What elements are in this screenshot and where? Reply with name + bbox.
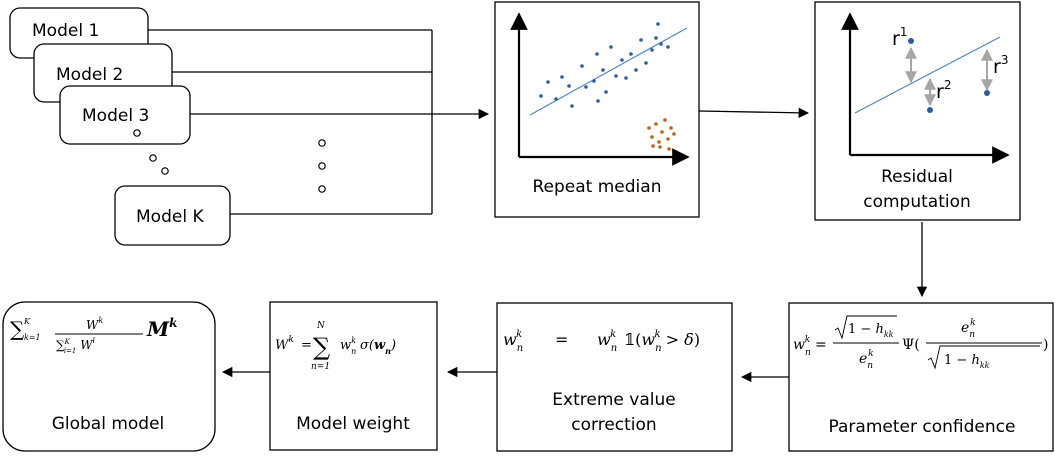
parameter-confidence-label: Parameter confidence	[829, 417, 1016, 437]
svg-text:∑: ∑	[10, 317, 25, 341]
svg-text:1 − hkk: 1 − hkk	[848, 322, 894, 339]
svg-text:1 − hkk: 1 − hkk	[944, 353, 990, 370]
model-connectors	[148, 29, 490, 215]
model-k-label: Model K	[136, 207, 204, 227]
residual-axes	[841, 12, 1010, 164]
svg-text:N: N	[316, 321, 326, 331]
global-model-formula: ∑ K k=1 Wk ∑K i=1 Wi Mk	[10, 316, 177, 355]
svg-text:∑: ∑	[313, 333, 330, 361]
svg-text:wnk: wnk	[503, 329, 523, 354]
residual-box: r1 r2 r3 Residual computation	[814, 1, 1021, 221]
svg-text:wnk: wnk	[597, 329, 617, 354]
model-weight-box: Wk = N ∑ n=1 wnk σ(wn) Model weight	[269, 301, 438, 451]
svg-text:=: =	[555, 330, 568, 349]
svg-text:n=1: n=1	[311, 362, 330, 372]
svg-text:wnk: wnk	[340, 336, 356, 356]
arrow-to-residual	[698, 107, 810, 119]
model-3-label: Model 3	[82, 106, 149, 126]
residual-label-line2: computation	[863, 192, 971, 212]
residual-points	[908, 38, 990, 113]
inlier-points	[539, 22, 670, 108]
svg-text:enk: enk	[961, 318, 976, 340]
extreme-value-label-line1: Extreme value	[552, 390, 675, 410]
svg-text:=: =	[301, 338, 312, 353]
svg-text:=: =	[815, 337, 827, 353]
repeat-median-box: Repeat median	[494, 1, 700, 218]
outlier-points	[647, 118, 676, 151]
svg-text:): )	[1043, 337, 1048, 353]
model-weight-label: Model weight	[296, 414, 410, 434]
global-model-label: Global model	[52, 414, 165, 434]
svg-text:enk: enk	[859, 349, 874, 371]
svg-text:Ψ(: Ψ(	[902, 337, 920, 353]
ellipsis-dots-icon	[133, 129, 326, 193]
model-1-label: Model 1	[32, 21, 99, 41]
residual-r3-label: r3	[993, 53, 1008, 78]
residual-r2-label: r2	[936, 78, 951, 103]
residual-r1-label: r1	[892, 25, 907, 50]
extreme-value-label-line2: correction	[571, 415, 656, 435]
svg-text:k=1: k=1	[24, 333, 41, 342]
parameter-confidence-box: wnk = 1 − hkk enk Ψ( enk 1 − hkk ) Param…	[788, 302, 1054, 452]
residual-fit-line	[854, 36, 1001, 114]
svg-text:wnk: wnk	[793, 335, 811, 358]
global-model-box: ∑ K k=1 Wk ∑K i=1 Wi Mk Global model	[2, 301, 216, 452]
model-3-box: Model 3	[59, 85, 191, 145]
svg-text:∑Ki=1 Wi: ∑K i=1 Wi	[56, 336, 96, 355]
residual-label-line1: Residual	[881, 167, 953, 187]
svg-text:K: K	[23, 317, 31, 326]
model-2-label: Model 2	[56, 65, 123, 85]
repeat-median-label: Repeat median	[533, 177, 662, 197]
repeat-median-axes	[510, 12, 690, 166]
extreme-value-box: wnk = wnk 𝟙(wnk > δ) Extreme value corre…	[496, 302, 733, 452]
model-k-box: Model K	[114, 185, 231, 246]
residual-arrows	[905, 46, 993, 107]
parameter-confidence-formula: wnk = 1 − hkk enk Ψ( enk 1 − hkk )	[793, 315, 1048, 371]
